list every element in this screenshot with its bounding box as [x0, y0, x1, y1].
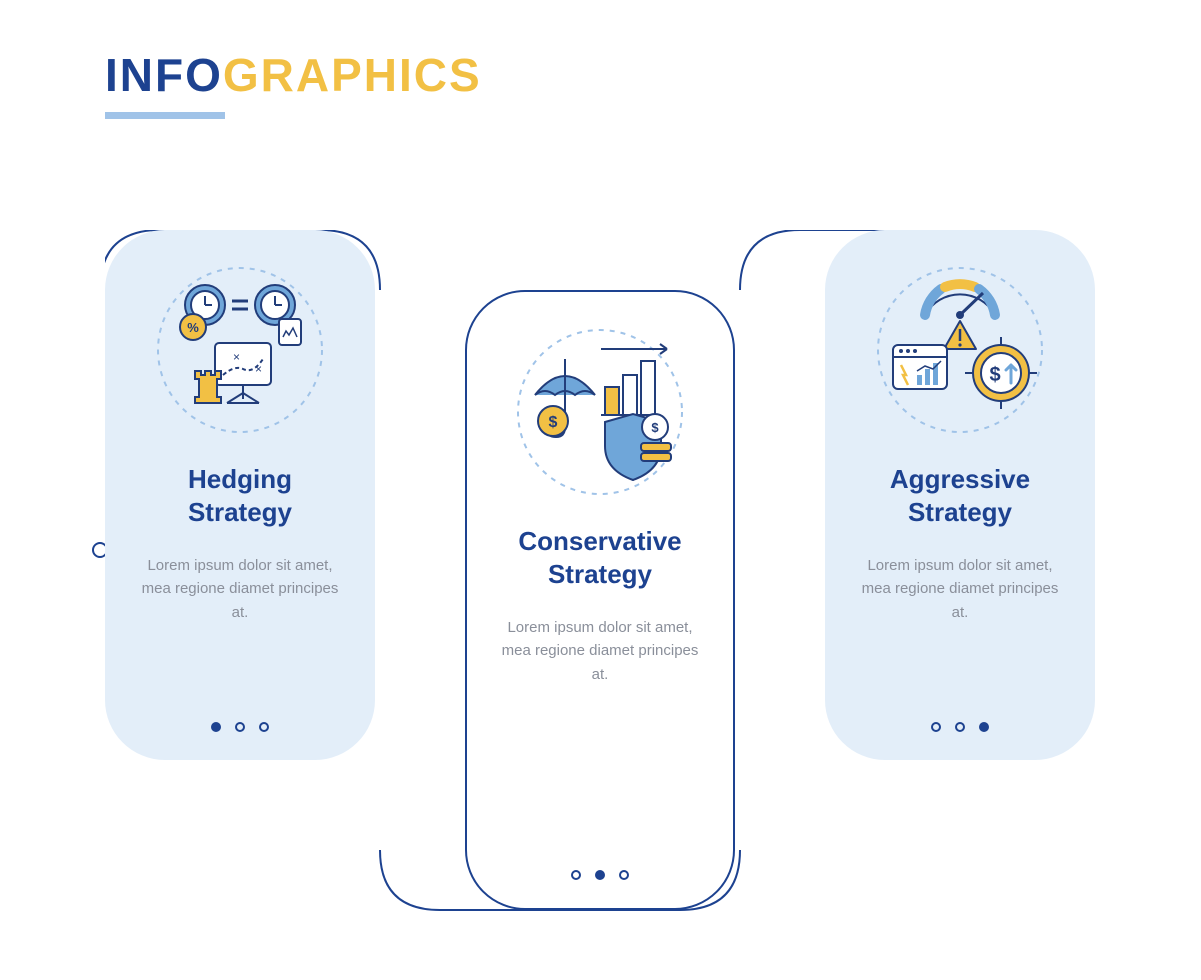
svg-text:$: $	[989, 364, 1000, 386]
card-title: HedgingStrategy	[188, 463, 292, 528]
hedging-icon: % × ×	[155, 265, 325, 435]
svg-text:$: $	[549, 414, 558, 431]
card-title: AggressiveStrategy	[890, 463, 1030, 528]
header: INFOGRAPHICS	[105, 48, 482, 119]
dot	[259, 722, 269, 732]
dot	[979, 722, 989, 732]
dot	[619, 870, 629, 880]
dot	[595, 870, 605, 880]
header-underline	[105, 112, 225, 119]
svg-text:$: $	[651, 420, 659, 435]
svg-text:×: ×	[233, 350, 240, 364]
pager-dots	[571, 850, 629, 880]
card-body: Lorem ipsum dolor sit amet, mea regione …	[495, 616, 705, 686]
pager-dots	[211, 702, 269, 732]
card-title-text: ConservativeStrategy	[518, 526, 681, 589]
dot	[211, 722, 221, 732]
card-conservative: $ $ ConservativeStrategy Lorem ipsum dol…	[465, 290, 735, 910]
card-body: Lorem ipsum dolor sit amet, mea regione …	[135, 554, 345, 624]
header-part1: INFO	[105, 49, 223, 101]
pager-dots	[931, 702, 989, 732]
card-body: Lorem ipsum dolor sit amet, mea regione …	[855, 554, 1065, 624]
dot	[571, 870, 581, 880]
aggressive-icon: $	[875, 265, 1045, 435]
card-title-text: AggressiveStrategy	[890, 464, 1030, 527]
infographic-stage: % × × HedgingStrategy Lorem ipsum dolor …	[105, 230, 1095, 930]
dot	[235, 722, 245, 732]
dot	[955, 722, 965, 732]
svg-text:×: ×	[255, 362, 262, 376]
card-title-text: HedgingStrategy	[188, 464, 292, 527]
card-hedging: % × × HedgingStrategy Lorem ipsum dolor …	[105, 230, 375, 760]
conservative-icon: $ $	[515, 327, 685, 497]
card-aggressive: $ AggressiveStrategy Lorem ipsum dolor s…	[825, 230, 1095, 760]
svg-text:%: %	[187, 320, 199, 335]
header-part2: GRAPHICS	[223, 49, 482, 101]
header-title: INFOGRAPHICS	[105, 48, 482, 102]
card-title: ConservativeStrategy	[518, 525, 681, 590]
dot	[931, 722, 941, 732]
